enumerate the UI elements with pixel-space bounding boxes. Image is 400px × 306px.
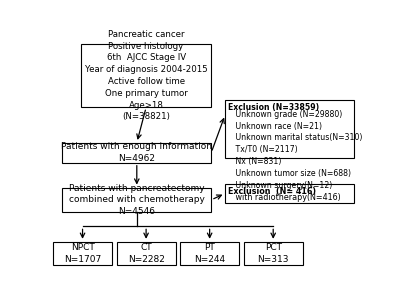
Text: Exclusion  (N= 416): Exclusion (N= 416) bbox=[228, 187, 316, 196]
Text: PT
N=244: PT N=244 bbox=[194, 243, 225, 264]
Text: Patients with enough information
N=4962: Patients with enough information N=4962 bbox=[61, 142, 212, 163]
FancyBboxPatch shape bbox=[81, 44, 211, 107]
Text: Unknown grade (N=29880)
   Unknown race (N=21)
   Unknown marital status(N=310)
: Unknown grade (N=29880) Unknown race (N=… bbox=[228, 110, 362, 189]
FancyBboxPatch shape bbox=[225, 100, 354, 158]
Text: Patients with pancreatectomy
combined with chemotherapy
N=4546: Patients with pancreatectomy combined wi… bbox=[69, 184, 205, 216]
FancyBboxPatch shape bbox=[180, 242, 239, 265]
Text: PCT
N=313: PCT N=313 bbox=[258, 243, 289, 264]
FancyBboxPatch shape bbox=[53, 242, 112, 265]
FancyBboxPatch shape bbox=[62, 188, 211, 212]
Text: Exclusion (N=33859): Exclusion (N=33859) bbox=[228, 103, 319, 112]
FancyBboxPatch shape bbox=[225, 184, 354, 203]
FancyBboxPatch shape bbox=[117, 242, 176, 265]
Text: NPCT
N=1707: NPCT N=1707 bbox=[64, 243, 101, 264]
Text: CT
N=2282: CT N=2282 bbox=[128, 243, 164, 264]
FancyBboxPatch shape bbox=[244, 242, 303, 265]
FancyBboxPatch shape bbox=[62, 143, 211, 163]
Text: Pancreatic cancer
Positive histology
6th  AJCC Stage IV
Year of diagnosis 2004-2: Pancreatic cancer Positive histology 6th… bbox=[85, 30, 208, 121]
Text: with radiotherapy(N=416): with radiotherapy(N=416) bbox=[228, 193, 340, 202]
